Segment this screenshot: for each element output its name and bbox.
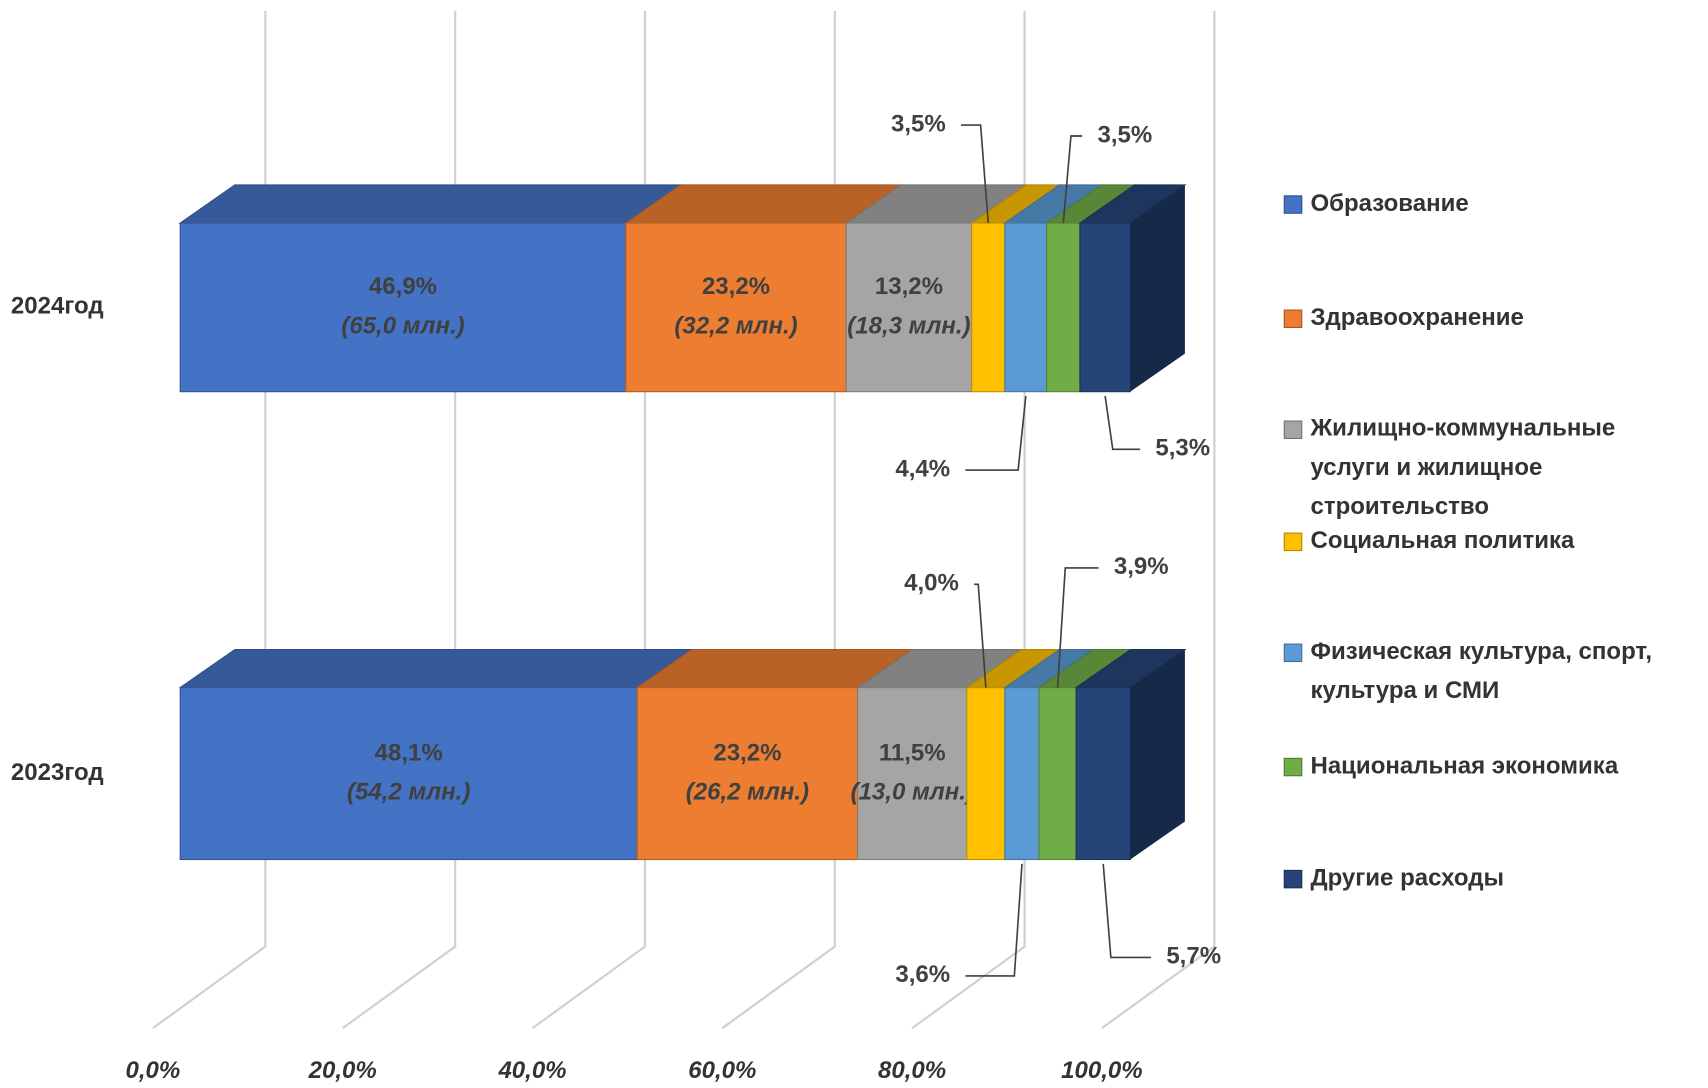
legend-swatch (1283, 195, 1303, 214)
data-label: (18,3 млн.) (847, 312, 970, 339)
category-label: 2024год (11, 293, 104, 320)
bar-segment (178, 184, 683, 393)
grid-line (342, 10, 457, 1030)
data-label: 23,2% (713, 739, 781, 766)
bar-segment (1078, 184, 1187, 393)
bar-front (966, 687, 1006, 861)
legend-label: Физическая культура, спорт, культура и С… (1310, 638, 1658, 704)
bar-segment (969, 184, 1062, 393)
bar-front (1079, 222, 1131, 393)
x-tick-label: 20,0% (308, 1057, 377, 1084)
bar-segment (1037, 648, 1133, 861)
leader-line (1104, 395, 1141, 451)
data-label: (13,0 млн.) (851, 779, 974, 806)
legend-swatch (1283, 532, 1303, 552)
grid-line (152, 10, 267, 1030)
bar-segment (178, 648, 694, 861)
legend-swatch (1283, 643, 1303, 663)
data-label: (32,2 млн.) (674, 312, 797, 339)
bar-front (1046, 222, 1081, 393)
legend-swatch (1283, 757, 1303, 777)
bar-side (1130, 184, 1185, 392)
legend-label: Национальная экономика (1310, 752, 1618, 779)
leader-line (1062, 135, 1083, 224)
data-label: 3,5% (1098, 121, 1153, 148)
data-label: 4,4% (895, 455, 950, 482)
grid-line (531, 10, 647, 1030)
grid-line (1101, 10, 1216, 1030)
grid-line (721, 10, 836, 1030)
data-label: 11,5% (879, 739, 946, 766)
bar-top (178, 184, 683, 224)
bar-segment (624, 184, 903, 393)
data-label: 46,9% (369, 273, 437, 300)
legend-label: Другие расходы (1310, 864, 1504, 891)
legend-label: Жилищно-коммунальные услуги и жилищное с… (1309, 415, 1621, 520)
bar-front (1075, 687, 1131, 861)
data-label: 48,1% (375, 739, 443, 766)
bar-front (971, 222, 1006, 393)
bar-segment (635, 648, 914, 861)
bar-segment (1074, 648, 1187, 861)
x-tick-label: 60,0% (688, 1057, 756, 1084)
x-tick-label: 40,0% (497, 1057, 566, 1084)
bar-top (178, 648, 694, 689)
bar-segment (965, 648, 1062, 861)
legend-swatch (1283, 309, 1303, 329)
x-tick-label: 80,0% (878, 1057, 946, 1084)
data-label: (54,2 млн.) (347, 779, 470, 806)
bar-front (625, 222, 847, 393)
legend-label: Образование (1310, 190, 1468, 217)
data-label: (26,2 млн.) (686, 779, 809, 806)
bar-front (857, 687, 968, 861)
leader-line (965, 395, 1027, 471)
data-label: (65,0 млн.) (341, 312, 464, 339)
leader-line (1056, 567, 1099, 688)
bar-front (1004, 222, 1048, 393)
grid-line (911, 10, 1026, 1030)
leader-line (974, 583, 987, 688)
legend-label: Социальная политика (1310, 527, 1575, 554)
leader-line (1102, 863, 1152, 959)
leader-line (965, 863, 1023, 977)
data-label: 3,6% (895, 961, 950, 988)
data-label: 4,0% (904, 570, 959, 597)
bar-front (1038, 687, 1077, 861)
bar-front (845, 222, 973, 393)
legend-label: Здравоохранение (1310, 304, 1523, 331)
bar-front (636, 687, 859, 861)
bar-front (179, 687, 638, 861)
legend-swatch (1283, 420, 1303, 440)
data-label: 23,2% (702, 273, 770, 300)
data-label: 3,9% (1114, 553, 1169, 580)
bar-segment (1003, 184, 1104, 393)
x-tick-label: 0,0% (126, 1057, 181, 1084)
data-label: 3,5% (891, 110, 946, 137)
bar-segment (844, 184, 1028, 393)
bar-segment (1003, 648, 1096, 861)
bar-segment (1044, 184, 1137, 393)
bar-front (1004, 687, 1040, 861)
data-label: 5,7% (1166, 943, 1221, 970)
legend-swatch (1283, 869, 1303, 889)
x-tick-label: 100,0% (1061, 1057, 1142, 1084)
bar-front (179, 222, 627, 393)
bar-side (1130, 649, 1185, 860)
category-label: 2023год (11, 759, 104, 786)
data-label: 13,2% (875, 273, 943, 300)
data-label: 5,3% (1155, 435, 1210, 462)
leader-line (961, 124, 990, 224)
